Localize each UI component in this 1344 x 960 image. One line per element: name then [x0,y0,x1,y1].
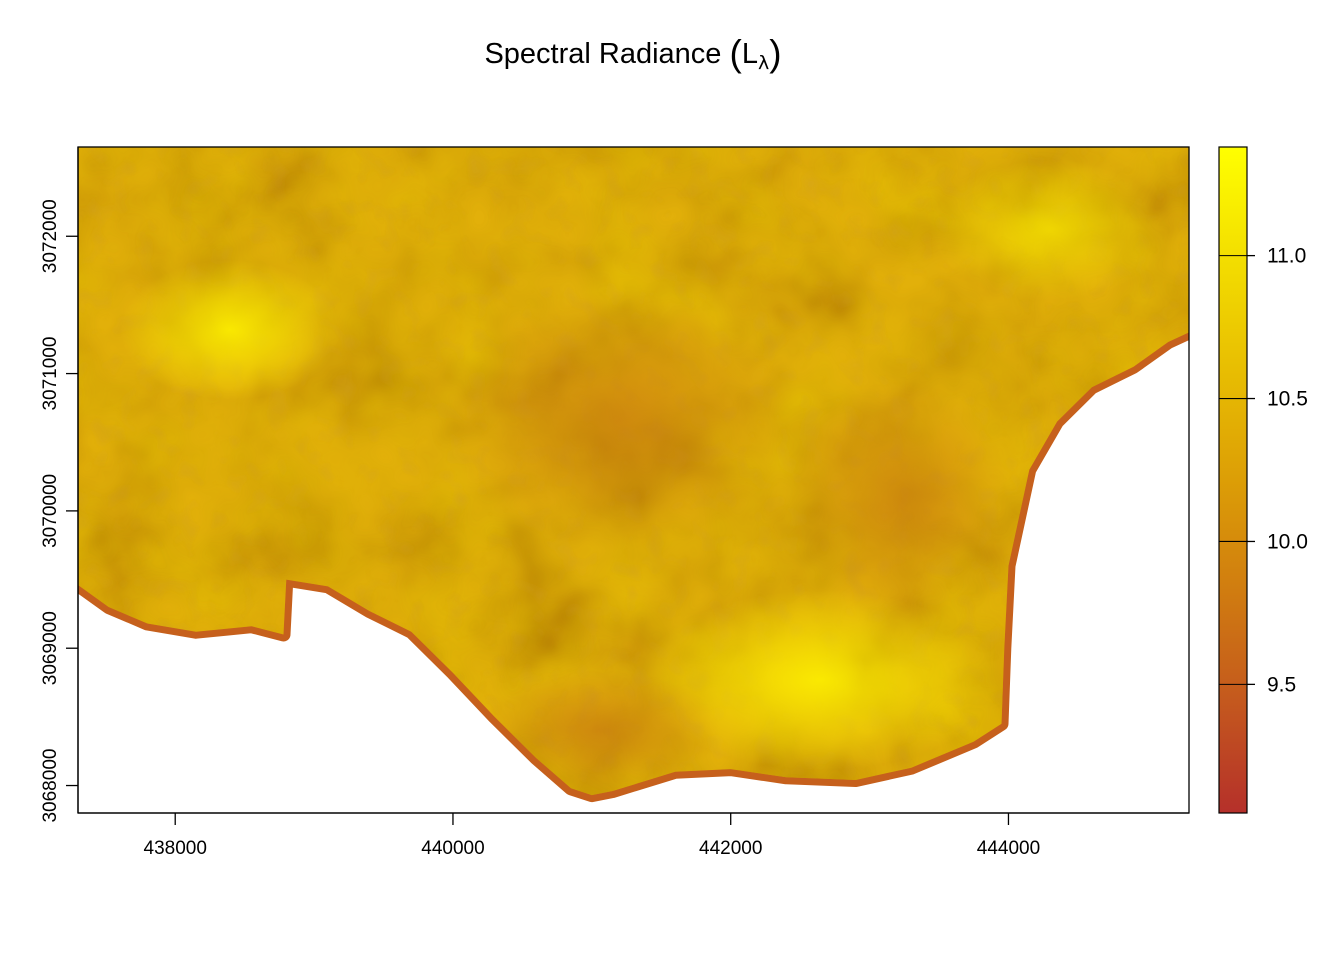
bright-area-south [640,590,1000,770]
x-tick-label: 442000 [699,838,762,859]
chart-title: Spectral Radiance (Lλ) [0,30,1266,74]
radiance-raster [78,147,1189,796]
legend-tick-label: 9.5 [1267,673,1296,696]
legend-tick-label: 10.0 [1267,530,1308,553]
dark-area-east [790,380,1010,620]
x-axis: 438000 440000 442000 444000 [78,812,1189,859]
title-text: Spectral Radiance [484,38,722,70]
title-close-paren: ) [769,33,782,74]
y-tick-label: 3069000 [40,611,61,685]
legend-tick-label: 11.0 [1267,245,1306,268]
y-tick-label: 3071000 [40,337,61,411]
legend-tick-label: 10.5 [1267,388,1308,411]
legend-colorbar [1218,146,1248,814]
bright-area-east [930,160,1170,300]
color-legend: 9.5 10.0 10.5 11.0 [1218,146,1308,814]
y-tick-label: 3068000 [40,749,61,823]
y-tick-label: 3070000 [40,474,61,548]
y-tick-label: 3072000 [40,199,61,273]
y-axis: 3068000 3069000 3070000 3071000 3072000 [40,147,79,823]
raster-layer [78,147,1189,803]
title-symbol: L [741,38,758,70]
title-subscript: λ [757,52,770,74]
dark-area-center [450,290,790,550]
title-open-paren: ( [729,33,742,74]
x-tick-label: 444000 [977,838,1040,859]
dark-area-southwest [480,670,720,790]
x-tick-label: 440000 [421,838,484,859]
legend-ticks: 9.5 10.0 10.5 11.0 [1219,245,1308,696]
x-tick-label: 438000 [144,838,207,859]
bright-area-west [120,260,340,400]
